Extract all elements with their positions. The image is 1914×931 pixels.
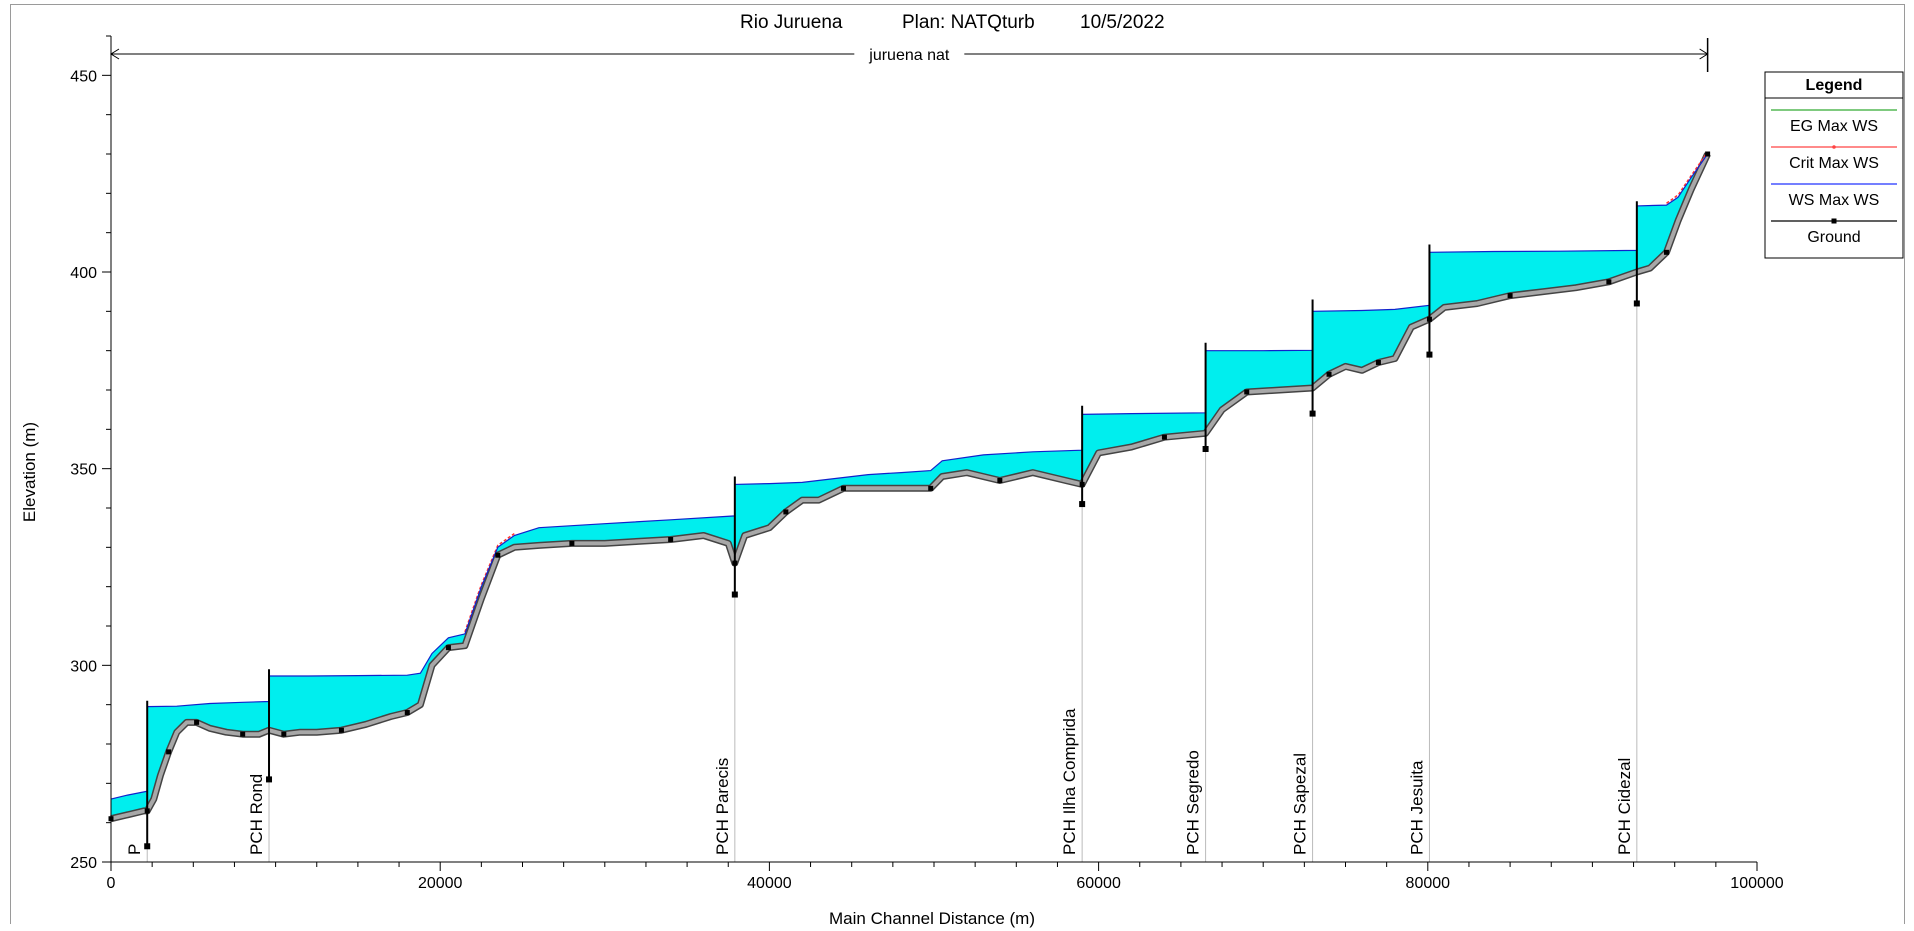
ground-marker	[1079, 481, 1085, 487]
crit-line	[480, 532, 515, 585]
y-tick-label: 300	[70, 658, 97, 675]
structure-base-marker	[266, 776, 273, 783]
x-tick-label: 20000	[418, 875, 463, 892]
title-date: 10/5/2022	[1080, 12, 1165, 33]
structure-label: PCH Sapezal	[1291, 753, 1310, 855]
legend-swatch-marker	[1831, 218, 1837, 224]
title-river: Rio Juruena	[740, 12, 843, 33]
structure-label: PCH Ilha Comprida	[1060, 708, 1079, 855]
structure-label: PCH Parecis	[713, 758, 732, 855]
ground-marker	[997, 477, 1003, 483]
ground-marker	[281, 731, 287, 737]
structure-base-marker	[1202, 446, 1209, 452]
ground-marker	[166, 749, 172, 755]
ground-marker	[840, 485, 846, 491]
structure-label: PCH Cidezal	[1615, 758, 1634, 855]
legend-box	[1764, 71, 1904, 259]
legend-item-label: Crit Max WS	[1789, 155, 1879, 172]
crit-line	[1666, 151, 1709, 204]
ground-marker	[1161, 434, 1167, 440]
structure-label: PCH Rond	[247, 774, 266, 855]
ground-marker	[1705, 151, 1711, 157]
structure-label: PCH Segredo	[1184, 750, 1203, 855]
crit-line	[464, 584, 483, 633]
ground-marker	[928, 485, 934, 491]
ground-marker	[1244, 389, 1250, 395]
ground-marker	[194, 719, 200, 725]
structure-base-marker	[731, 591, 738, 598]
structure-label: P	[125, 844, 144, 855]
y-axis-title: Elevation (m)	[20, 422, 39, 522]
legend-title: Legend	[1806, 77, 1863, 94]
ground-marker	[732, 560, 738, 566]
ground-marker	[495, 552, 501, 558]
ground-marker	[668, 536, 674, 542]
x-tick-label: 100000	[1730, 875, 1783, 892]
legend: Legend EG Max WS Crit Max WS WS Max WS Groun…	[1764, 71, 1904, 259]
chart-frame	[10, 4, 1905, 924]
ground-marker	[1326, 371, 1332, 377]
ground-marker	[569, 540, 575, 546]
ground-marker	[1426, 316, 1432, 322]
y-tick-label: 250	[70, 855, 97, 872]
axes: 0 20000 40000 60000 80000 100000 250 300 350 400 4…	[70, 35, 1784, 892]
ground-marker	[144, 808, 150, 814]
structure-label: PCH Jesuita	[1407, 760, 1426, 855]
chart-title: Rio Juruena Plan: NATQturb 10/5/2022	[740, 12, 1165, 33]
ground-marker	[1375, 359, 1381, 365]
title-plan: Plan: NATQturb	[902, 12, 1035, 33]
y-tick-label: 350	[70, 462, 97, 479]
structure-base-marker	[1633, 300, 1640, 307]
y-tick-label: 450	[70, 68, 97, 85]
plot-area: P PCH Rond PCH Parecis PCH Ilha Comprida PCH…	[108, 151, 1711, 862]
x-tick-label: 80000	[1406, 875, 1451, 892]
legend-swatch-dot	[1832, 145, 1836, 149]
structure-base-marker	[1079, 501, 1086, 508]
reach-label: juruena nat	[868, 47, 950, 64]
ground-marker	[1507, 293, 1513, 299]
legend-item-label: EG Max WS	[1790, 118, 1878, 135]
structure-base-marker	[1426, 351, 1433, 358]
ground-marker	[445, 645, 451, 651]
reach-indicator: juruena nat	[110, 38, 1709, 72]
x-axis-title: Main Channel Distance (m)	[829, 909, 1035, 928]
ground-marker	[1606, 279, 1612, 285]
ground-marker	[1663, 249, 1669, 255]
structure-base-marker	[144, 843, 151, 850]
ground-marker	[404, 710, 410, 716]
legend-item-label: WS Max WS	[1789, 192, 1880, 209]
x-tick-label: 60000	[1076, 875, 1121, 892]
y-tick-label: 400	[70, 265, 97, 282]
ground-marker	[783, 509, 789, 515]
x-tick-label: 0	[107, 875, 116, 892]
x-tick-label: 40000	[747, 875, 792, 892]
structure-base-marker	[1309, 410, 1316, 417]
legend-item-label: Ground	[1807, 229, 1860, 246]
ground-marker	[338, 727, 344, 733]
ground-marker	[240, 731, 246, 737]
